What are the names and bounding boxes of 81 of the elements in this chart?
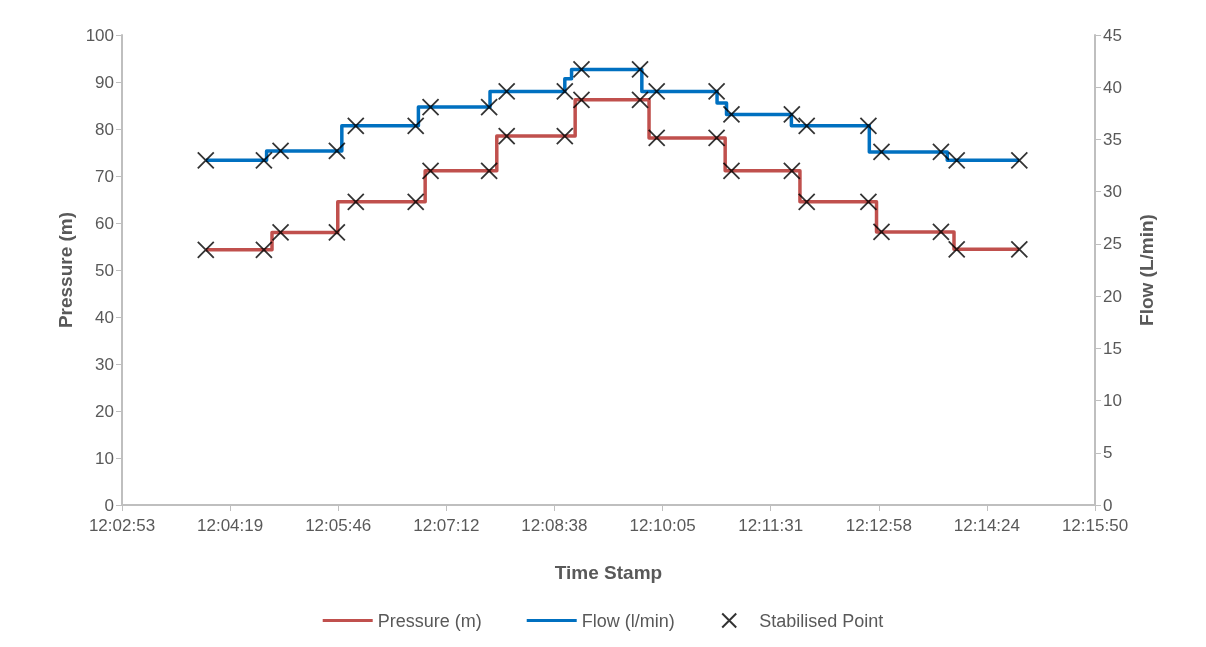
y-tick-label: 50 — [95, 260, 114, 280]
point — [480, 98, 499, 116]
x-tick-label: 12:05:46 — [305, 516, 372, 535]
y2-tick-label: 40 — [1103, 77, 1122, 97]
point — [631, 60, 649, 79]
point — [497, 82, 516, 101]
y2-tick-label: 20 — [1103, 286, 1122, 306]
x-tick-label: 12:07:12 — [413, 516, 480, 535]
x-tick-label: 12:12:58 — [845, 516, 912, 535]
point — [797, 116, 816, 135]
x-tick-label: 12:04:19 — [197, 516, 264, 535]
point — [782, 105, 801, 124]
legend-label: Flow (l/min) — [581, 610, 675, 631]
y-tick-label: 0 — [104, 495, 114, 515]
point — [947, 151, 966, 170]
x-tick-label: 12:08:38 — [521, 516, 588, 535]
y2-tick-label: 15 — [1103, 338, 1122, 358]
y-tick-label: 60 — [95, 213, 114, 233]
point — [707, 129, 726, 147]
point — [346, 116, 365, 135]
legend-label: Pressure (m) — [377, 610, 482, 631]
y2-tick-label: 25 — [1103, 234, 1122, 254]
y-tick-label: 30 — [95, 354, 114, 374]
point — [631, 90, 649, 109]
y-axis-title: Pressure (m) — [54, 211, 76, 329]
point — [421, 161, 440, 180]
point — [932, 143, 950, 161]
x-tick-label: 12:14:24 — [953, 516, 1020, 535]
point — [647, 82, 666, 101]
point — [271, 223, 290, 242]
y-tick-label: 70 — [95, 166, 114, 186]
y2-tick-label: 35 — [1103, 129, 1122, 149]
point — [255, 151, 273, 170]
point — [572, 90, 591, 109]
y2-tick-label: 10 — [1103, 391, 1122, 411]
point — [797, 192, 816, 211]
point — [722, 105, 741, 124]
point — [572, 60, 591, 79]
point — [480, 161, 499, 180]
point — [406, 192, 425, 211]
y-tick-label: 10 — [95, 448, 114, 468]
point — [196, 240, 215, 259]
point — [932, 223, 950, 241]
x-tick-label: 12:02:53 — [88, 516, 156, 535]
point — [196, 151, 215, 170]
y-tick-label: 80 — [95, 119, 114, 139]
point — [859, 116, 878, 135]
x-tick-label: 12:10:05 — [629, 516, 696, 535]
y-tick-label: 20 — [95, 401, 114, 421]
point — [497, 127, 516, 145]
y2-tick-label: 45 — [1103, 25, 1122, 45]
point — [782, 161, 801, 180]
point — [555, 127, 574, 145]
point — [327, 223, 346, 242]
point — [421, 98, 440, 116]
point — [722, 161, 741, 180]
y-tick-label: 40 — [95, 307, 114, 327]
point — [406, 116, 425, 135]
x-tick-label: 12:11:31 — [738, 516, 804, 535]
y2-tick-label: 5 — [1103, 443, 1113, 463]
point — [346, 192, 365, 211]
point — [1010, 151, 1029, 170]
legend-label: Stabilised Point — [759, 610, 884, 631]
point — [707, 82, 726, 101]
point — [872, 223, 891, 241]
x-axis-title: Time Stamp — [554, 562, 663, 583]
point — [859, 192, 878, 211]
y2-axis-title: Flow (L/min) — [1136, 214, 1157, 326]
x-tick-label: 12:15:50 — [1061, 516, 1129, 535]
point — [947, 240, 966, 259]
point — [271, 142, 290, 160]
y-tick-label: 100 — [85, 25, 114, 45]
point — [255, 240, 273, 259]
point — [647, 129, 666, 147]
point — [555, 82, 574, 101]
point — [1010, 240, 1029, 259]
y-tick-label: 90 — [95, 72, 114, 92]
y2-tick-label: 30 — [1103, 182, 1122, 202]
point — [872, 143, 891, 161]
point — [327, 142, 346, 160]
y2-tick-label: 0 — [1103, 495, 1113, 515]
